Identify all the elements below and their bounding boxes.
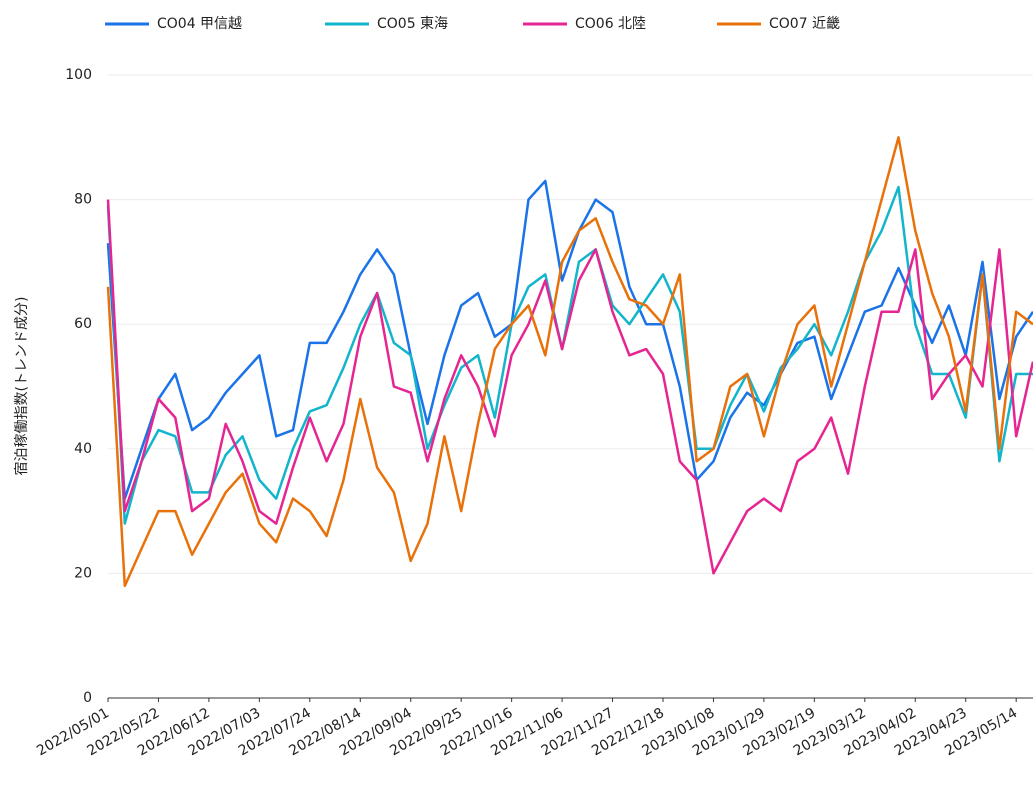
legend-label: CO05 東海 [377,16,448,32]
y-tick-label: 100 [65,67,92,83]
legend-item: CO05 東海 [325,16,448,32]
series-line [106,185,1033,525]
series-line [106,136,1033,588]
legend-item: CO07 近畿 [717,16,840,32]
series-line [106,199,1033,575]
y-tick-label: 20 [74,565,92,581]
legend-label: CO07 近畿 [769,16,840,32]
legend-label: CO04 甲信越 [157,16,242,32]
y-tick-label: 80 [74,192,92,208]
y-tick-label: 60 [74,316,92,332]
series-line [106,179,1033,500]
y-axis-label: 宿泊稼働指数(トレンド成分) [13,297,30,476]
legend-item: CO06 北陸 [523,16,646,32]
legend-label: CO06 北陸 [575,16,646,32]
legend-item: CO04 甲信越 [105,16,242,32]
y-tick-label: 0 [83,690,92,706]
y-tick-label: 40 [74,441,92,457]
